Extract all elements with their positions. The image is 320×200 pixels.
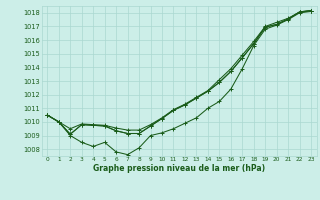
X-axis label: Graphe pression niveau de la mer (hPa): Graphe pression niveau de la mer (hPa) (93, 164, 265, 173)
